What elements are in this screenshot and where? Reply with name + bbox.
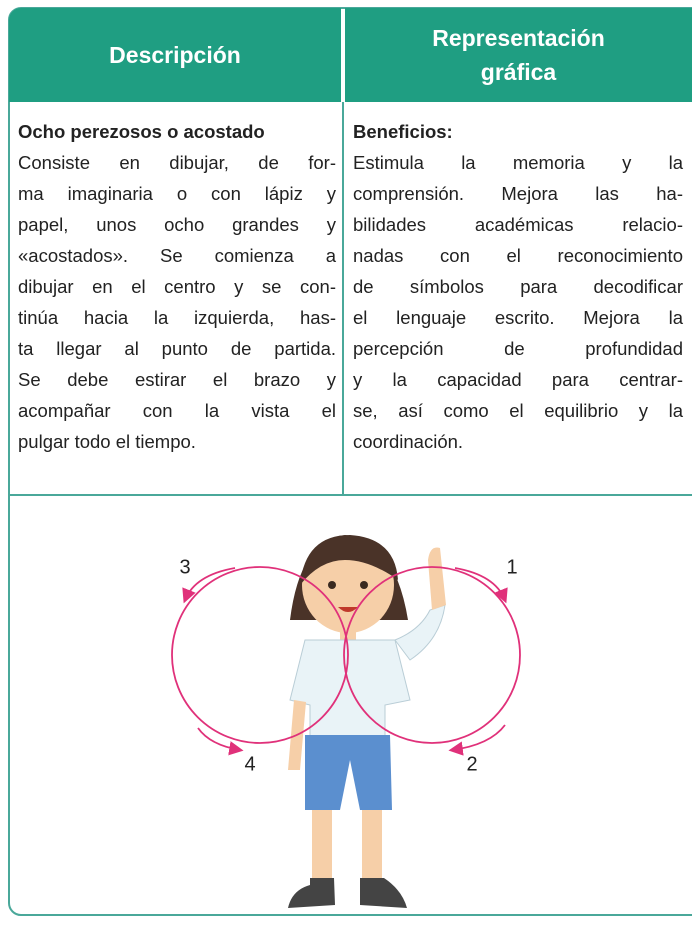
text-line: acompañar con la vista el [18, 400, 336, 421]
description-cell: Ocho perezosos o acostado Consiste en dib… [18, 116, 336, 457]
step-number: 3 [179, 556, 190, 578]
text-line: pulgar todo el tiempo. [18, 431, 196, 452]
text-line: tinúa hacia la izquierda, has- [18, 307, 336, 328]
header-cell: Representación gráfica [345, 8, 692, 102]
benefits-cell: Beneficios: Estimula la memoria y la compr… [353, 116, 683, 457]
text-line: coordinación. [353, 431, 464, 452]
header-text: Representación gráfica [432, 25, 605, 85]
text-line: Estimula la memoria y la [353, 152, 683, 173]
header-text: Descripción [109, 42, 241, 68]
step-number: 4 [244, 753, 255, 775]
text-line: de símbolos para decodificar [353, 276, 683, 297]
text-line: el lenguaje escrito. Mejora la [353, 307, 683, 328]
text-line: percepción de profundidad [353, 338, 683, 359]
text-line: Consiste en dibujar, de for- [18, 152, 336, 173]
text-line: y la capacidad para centrar- [353, 369, 683, 390]
step-number: 2 [466, 753, 477, 775]
header-cell: Descripción [9, 8, 341, 102]
text-line: ta llegar al punto de partida. [18, 338, 336, 359]
text-line: dibujar en el centro y se con- [18, 276, 336, 297]
text-line: ma imaginaria o con lápiz y [18, 183, 336, 204]
text-line: nadas con el reconocimiento [353, 245, 683, 266]
text-line: Se debe estirar el brazo y [18, 369, 336, 390]
text-line: «acostados». Se comienza a [18, 245, 336, 266]
text-line: comprensión. Mejora las ha- [353, 183, 683, 204]
step-number: 1 [506, 556, 517, 578]
text-line: se, así como el equilibrio y la [353, 400, 683, 421]
eight-paths [171, 566, 521, 756]
text-line: bilidades académicas relacio- [353, 214, 683, 235]
text-line: papel, unos ocho grandes y [18, 214, 336, 235]
cell-title: Beneficios: [353, 121, 453, 142]
cell-title: Ocho perezosos o acostado [18, 121, 265, 142]
girl [288, 535, 446, 908]
